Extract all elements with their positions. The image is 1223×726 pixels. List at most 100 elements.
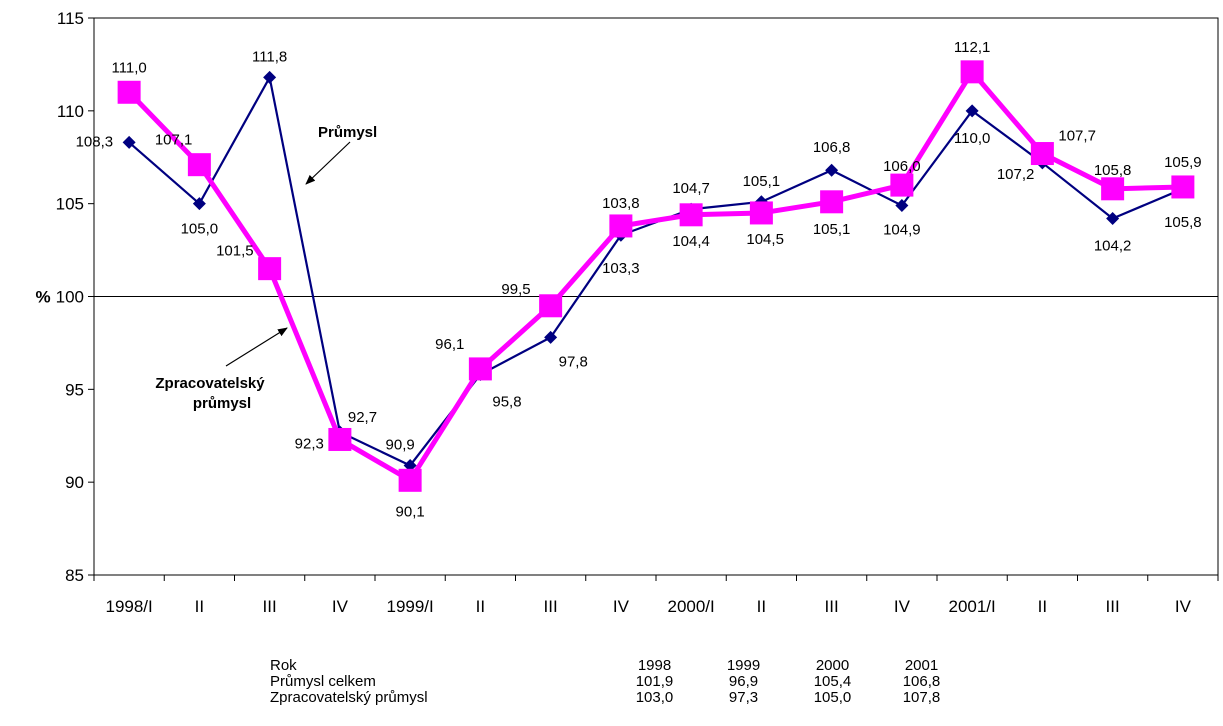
- summary-cell: 107,8: [902, 689, 941, 706]
- data-labels: 108,3 105,0 111,8 92,7 90,9 95,8 97,8 103,3 104,…: [76, 39, 1202, 520]
- summary-row-prumysl: Průmysl celkem 101,9 96,9 105,4 106,8: [270, 674, 966, 690]
- marker-zpracovatelsky: [1171, 175, 1195, 199]
- marker-zpracovatelsky: [539, 294, 563, 318]
- y-tick-label: 105: [56, 195, 84, 214]
- data-label-prumysl: 105,8: [1164, 214, 1202, 231]
- summary-year: 1999: [726, 657, 761, 674]
- x-tick-label: 2001/I: [948, 597, 995, 616]
- data-label-prumysl: 92,7: [348, 409, 377, 426]
- x-tick-label: IV: [332, 597, 349, 616]
- data-label-prumysl: 104,2: [1094, 238, 1132, 255]
- data-label-prumysl: 90,9: [386, 436, 415, 453]
- x-tick-label: III: [544, 597, 558, 616]
- data-label-zpracovatelsky: 107,1: [155, 132, 193, 149]
- data-label-zpracovatelsky: 105,8: [1094, 162, 1132, 179]
- annotation-prumysl: Průmysl: [318, 124, 377, 141]
- series-layer: [117, 60, 1195, 492]
- y-axis-label: %: [35, 288, 50, 307]
- data-label-prumysl: 105,1: [743, 173, 781, 190]
- y-tick-label: 115: [57, 9, 84, 28]
- data-label-zpracovatelsky: 112,1: [954, 39, 990, 56]
- data-label-prumysl: 108,3: [76, 133, 114, 150]
- marker-prumysl: [1106, 212, 1120, 226]
- marker-zpracovatelsky: [679, 203, 703, 227]
- summary-cell: 105,4: [813, 673, 852, 690]
- x-tick-label: II: [1038, 597, 1047, 616]
- summary-header-row: Rok 1998 1999 2000 2001: [270, 658, 966, 674]
- marker-prumysl: [263, 70, 277, 84]
- marker-zpracovatelsky: [1030, 142, 1054, 166]
- data-label-prumysl: 104,7: [672, 180, 710, 197]
- x-tick-label: II: [476, 597, 485, 616]
- summary-year: 1998: [637, 657, 672, 674]
- data-label-zpracovatelsky: 103,8: [602, 195, 640, 212]
- annotation-zpracovatelsky-line1: Zpracovatelský: [155, 375, 265, 392]
- x-axis: 1998/I II III IV 1999/I II III IV 2000/I II III IV 2…: [93, 575, 1219, 616]
- data-label-prumysl: 107,2: [997, 166, 1035, 183]
- marker-zpracovatelsky: [187, 153, 211, 177]
- annotation-zpracovatelsky-line2: průmysl: [193, 395, 251, 412]
- data-label-prumysl: 103,3: [602, 260, 640, 277]
- data-label-prumysl: 110,0: [954, 130, 990, 147]
- summary-cell: 103,0: [635, 689, 674, 706]
- marker-zpracovatelsky: [960, 60, 984, 84]
- summary-cell: 105,0: [813, 689, 852, 706]
- summary-year: 2000: [815, 657, 850, 674]
- x-tick-label: III: [263, 597, 277, 616]
- data-label-zpracovatelsky: 105,1: [813, 221, 851, 238]
- marker-prumysl: [825, 163, 839, 177]
- data-label-prumysl: 97,8: [559, 353, 588, 370]
- x-tick-label: IV: [1175, 597, 1192, 616]
- marker-zpracovatelsky: [609, 214, 633, 238]
- marker-prumysl: [895, 199, 909, 213]
- x-tick-label: 1999/I: [386, 597, 433, 616]
- summary-row-label: Průmysl celkem: [270, 673, 376, 690]
- marker-zpracovatelsky: [468, 357, 492, 381]
- marker-zpracovatelsky: [890, 173, 914, 197]
- marker-prumysl: [544, 330, 558, 344]
- summary-cell: 106,8: [902, 673, 941, 690]
- series-line-zpracovatelsky: [127, 67, 1183, 484]
- data-label-zpracovatelsky: 104,5: [746, 231, 784, 248]
- data-label-prumysl: 106,8: [813, 139, 851, 156]
- marker-zpracovatelsky: [1101, 177, 1125, 201]
- x-tick-label: IV: [894, 597, 911, 616]
- data-label-zpracovatelsky: 101,5: [216, 243, 254, 260]
- data-label-zpracovatelsky: 106,0: [883, 158, 921, 175]
- marker-zpracovatelsky: [258, 257, 282, 281]
- y-tick-label: 85: [65, 566, 84, 585]
- x-tick-label: III: [825, 597, 839, 616]
- data-label-zpracovatelsky: 92,3: [295, 435, 324, 452]
- x-tick-label: 1998/I: [105, 597, 152, 616]
- y-tick-label: 90: [65, 473, 84, 492]
- x-tick-label: II: [195, 597, 204, 616]
- annotations: Průmysl Zpracovatelský průmysl: [155, 124, 377, 412]
- data-label-zpracovatelsky: 107,7: [1058, 128, 1096, 145]
- y-tick-label: 95: [65, 380, 84, 399]
- marker-zpracovatelsky: [749, 201, 773, 225]
- marker-prumysl: [403, 458, 417, 472]
- y-tick-label: 110: [57, 102, 84, 121]
- marker-prumysl: [122, 135, 136, 149]
- data-label-prumysl: 95,8: [492, 393, 521, 410]
- y-tick-label: 100: [56, 288, 84, 307]
- summary-cell: 97,3: [728, 689, 759, 706]
- data-label-zpracovatelsky: 99,5: [501, 281, 530, 298]
- summary-row-zpracovatelsky: Zpracovatelský průmysl 103,0 97,3 105,0 …: [270, 690, 966, 706]
- arrow-prumysl: [305, 141, 351, 185]
- marker-zpracovatelsky: [328, 427, 352, 451]
- summary-year: 2001: [904, 657, 939, 674]
- data-label-zpracovatelsky: 96,1: [435, 336, 464, 353]
- summary-cell: 101,9: [635, 673, 674, 690]
- data-label-zpracovatelsky: 90,1: [396, 503, 425, 520]
- marker-prumysl: [192, 197, 206, 211]
- x-tick-label: 2000/I: [667, 597, 714, 616]
- marker-prumysl: [965, 104, 979, 118]
- x-tick-label: IV: [613, 597, 630, 616]
- summary-table: Rok 1998 1999 2000 2001 Průmysl celkem 1…: [270, 658, 966, 706]
- data-label-zpracovatelsky: 111,0: [111, 59, 146, 76]
- data-label-prumysl: 104,9: [883, 222, 921, 239]
- arrow-zpracovatelsky: [225, 327, 288, 367]
- marker-zpracovatelsky: [117, 80, 141, 104]
